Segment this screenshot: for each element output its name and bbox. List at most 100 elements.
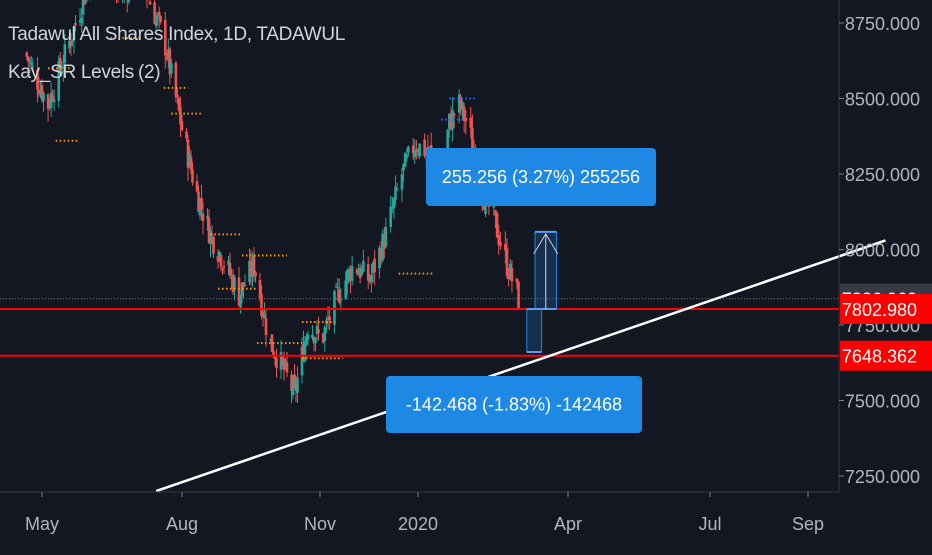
candle-body	[227, 260, 230, 266]
candle-body	[390, 208, 394, 210]
candle-body	[270, 334, 274, 352]
y-tick-label: 8250.000	[845, 165, 920, 185]
candles-layer	[25, 0, 520, 404]
candle-body	[464, 117, 468, 122]
candle-body	[42, 92, 45, 102]
candle-body	[228, 262, 232, 276]
candle-body	[457, 94, 461, 113]
candle-body	[355, 269, 359, 274]
candle-body	[222, 266, 226, 268]
candle-body	[515, 278, 519, 283]
sr-dots-layer	[48, 37, 476, 360]
candle-body	[471, 127, 474, 154]
candle-body	[156, 15, 159, 18]
candle-body	[415, 149, 418, 152]
candle-body	[326, 318, 330, 320]
candle-body	[179, 106, 182, 125]
candle-body	[195, 181, 199, 192]
y-tick-label: 7250.000	[845, 467, 920, 487]
x-tick-label: Nov	[304, 514, 336, 534]
candle-body	[60, 71, 64, 74]
candle-body	[46, 94, 50, 109]
candle-body	[254, 272, 257, 277]
y-tick-label: 8500.000	[845, 90, 920, 110]
candle-body	[191, 169, 194, 183]
candle-body	[127, 0, 131, 3]
candle-body	[403, 153, 407, 167]
candle-body	[80, 17, 83, 24]
lines-layer	[0, 239, 886, 493]
x-tick-label: Sep	[792, 514, 824, 534]
candle-body	[312, 337, 316, 344]
candle-body	[37, 89, 41, 95]
candle-body	[305, 336, 308, 344]
candle-body	[27, 56, 30, 62]
candle-body	[157, 11, 161, 16]
candle-body	[25, 52, 29, 57]
candle-body	[269, 338, 272, 340]
candle-body	[176, 94, 179, 98]
candle-body	[494, 210, 497, 216]
candle-body	[452, 114, 456, 116]
candle-body	[198, 199, 202, 216]
legend-symbol-title[interactable]: Tadawul All Shares Index, 1D, TADAWUL	[8, 24, 345, 46]
trend-line	[155, 239, 886, 493]
candle-body	[165, 56, 169, 60]
x-tick-label: Apr	[554, 514, 582, 534]
candle-body	[30, 62, 33, 65]
candle-body	[392, 198, 396, 209]
measure-down-label: -142.468 (-1.83%) -142468	[406, 395, 622, 415]
candle-body	[48, 105, 51, 108]
candle-body	[57, 61, 61, 101]
candle-body	[264, 318, 268, 335]
candle-body	[347, 269, 351, 275]
candle-body	[167, 49, 170, 59]
legend-indicator-params: (2)	[138, 62, 161, 83]
candle-body	[509, 263, 512, 280]
candle-body	[362, 260, 365, 272]
candle-body	[334, 286, 338, 288]
candle-body	[510, 268, 514, 282]
measure-up-label-box	[426, 148, 656, 206]
price-axis[interactable]: 7250.0007500.0007750.0008000.0008250.000…	[839, 14, 932, 487]
legend-title-text: Tadawul All Shares Index, 1D, TADAWUL	[8, 24, 346, 45]
candle-body	[159, 16, 162, 22]
candle-body	[180, 121, 184, 131]
candle-body	[384, 227, 388, 247]
time-axis[interactable]: May Aug Nov 2020 Apr Jul Sep	[25, 492, 824, 534]
candle-body	[263, 313, 266, 318]
candle-body	[337, 289, 341, 303]
candle-body	[294, 383, 298, 391]
candle-body	[344, 280, 348, 299]
candle-body	[197, 191, 200, 212]
candle-body	[62, 66, 65, 69]
candle-body	[293, 374, 296, 386]
candle-body	[394, 186, 397, 200]
legend-indicator[interactable]: Kay_SR Levels (2)	[8, 62, 161, 84]
candle-body	[291, 378, 295, 396]
candle-body	[370, 274, 373, 283]
candle-body	[300, 346, 304, 376]
candle-body	[368, 276, 372, 282]
candle-body	[49, 92, 53, 109]
candle-body	[275, 358, 278, 368]
x-tick-label: 2020	[398, 514, 438, 534]
candle-body	[497, 235, 501, 246]
candle-body	[69, 42, 73, 46]
candle-body	[495, 213, 499, 238]
x-tick-label: Jul	[698, 514, 721, 534]
candle-body	[317, 329, 320, 334]
candle-body	[186, 139, 190, 168]
candle-body	[258, 280, 262, 299]
candle-body	[153, 2, 156, 25]
candle-body	[219, 254, 223, 267]
candle-body	[358, 267, 362, 279]
candle-body	[209, 230, 212, 245]
candle-body	[189, 156, 193, 170]
candle-body	[230, 274, 233, 277]
candle-body	[279, 352, 283, 370]
candle-body	[188, 153, 191, 167]
candle-body	[459, 96, 463, 110]
